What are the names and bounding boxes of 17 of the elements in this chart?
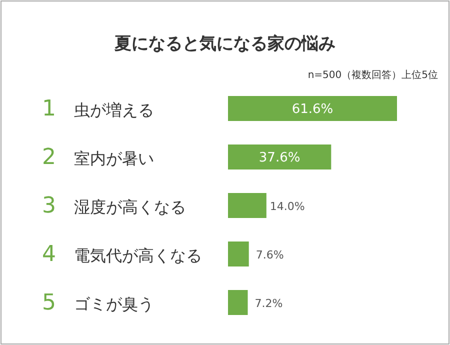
chart-title: 夏になると気になる家の悩み [114, 34, 336, 54]
bar [228, 144, 332, 170]
y-tick-label: 1 虫が増える [42, 96, 154, 122]
data-label: 37.6% [258, 150, 300, 166]
chart-subtitle: n=500（複数回答）上位5位 [308, 69, 438, 81]
bar [228, 96, 397, 121]
y-tick-label: 2 室内が暑い [42, 145, 154, 170]
data-label: 7.6% [256, 248, 284, 262]
y-tick-label: 3 湿度が高くなる [42, 194, 186, 218]
bar [228, 242, 249, 266]
data-label: 14.0% [270, 200, 305, 213]
y-tick-label: 5 ゴミが臭う [42, 290, 154, 316]
y-tick-label: 4 電気代が高くなる [42, 242, 202, 267]
data-label: 61.6% [292, 102, 334, 117]
data-label: 7.2% [254, 297, 283, 310]
bar [228, 290, 248, 315]
bar [228, 193, 266, 218]
